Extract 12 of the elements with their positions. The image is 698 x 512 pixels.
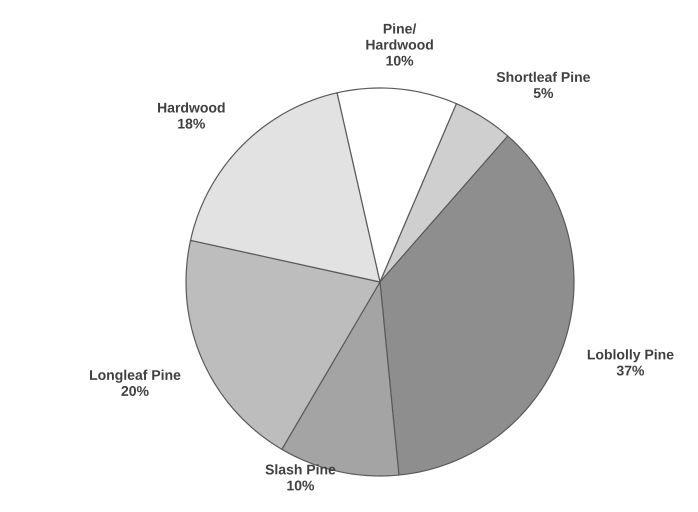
data-label: 5% xyxy=(534,88,554,98)
slice-label: Slash Pine xyxy=(265,464,336,474)
data-label: 10% xyxy=(386,56,414,66)
data-label: 18% xyxy=(178,118,205,129)
slice-label: Longleaf Pine xyxy=(90,370,180,383)
data-label: 10% xyxy=(287,480,314,490)
slice-label: Hardwood xyxy=(158,102,225,113)
data-label: 37% xyxy=(616,366,644,376)
data-label: 20% xyxy=(121,386,149,396)
slice-label: Shortleaf Pine xyxy=(496,72,590,82)
slice-label: Loblolly Pine xyxy=(588,349,674,362)
slice-label: Pine/ Hardwood xyxy=(366,23,433,50)
